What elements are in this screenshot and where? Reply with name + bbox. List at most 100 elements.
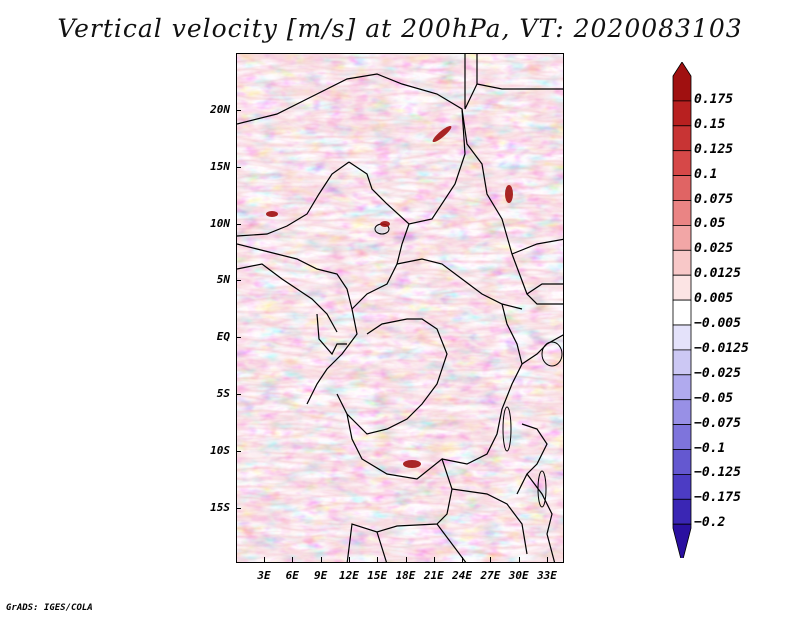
colorbar-label: 0.005 (694, 291, 734, 307)
colorbar-segment (672, 125, 692, 152)
core-guinea (266, 211, 278, 217)
boundary-north-2 (237, 161, 350, 237)
colorbar-segment (672, 100, 692, 127)
lon-label-33E: 33E (537, 569, 557, 582)
colorbar-label: −0.05 (694, 390, 734, 406)
lon-tick (518, 557, 520, 562)
colorbar-label: −0.0125 (694, 340, 749, 356)
colorbar-label: −0.025 (694, 365, 741, 381)
lon-tick (547, 557, 548, 562)
core-sudan (505, 185, 513, 203)
lon-label-6E: 6E (285, 569, 299, 582)
boundary-east-lakes (521, 334, 563, 365)
lon-label-3E: 3E (257, 569, 271, 582)
lat-tick (236, 450, 241, 452)
colorbar-segment (672, 299, 692, 326)
lon-label-30E: 30E (508, 569, 529, 582)
lon-label-9E: 9E (313, 569, 328, 582)
colorbar-label: 0.1 (694, 166, 718, 182)
lon-label-24E: 24E (452, 569, 473, 582)
lake-malawi (537, 470, 547, 508)
colorbar-segment (672, 150, 692, 176)
lake-victoria (541, 341, 563, 367)
colorbar-label: 0.0125 (694, 266, 741, 282)
colorbar-label: −0.1 (694, 440, 726, 456)
lat-label-10N: 10N (210, 216, 230, 230)
grads-credit: GrADS: IGES/COLA (6, 603, 93, 613)
boundary-libya-egypt (464, 54, 478, 110)
colorbar-label: −0.175 (694, 490, 741, 506)
lake-outlines (374, 223, 563, 508)
core-chad (380, 221, 390, 227)
boundary-tanzania (516, 423, 548, 495)
colorbar-label: 0.075 (694, 191, 734, 207)
lon-tick (490, 557, 492, 562)
velocity-streaks (237, 54, 563, 562)
boundary-ethiopia (511, 238, 563, 255)
colorbar-segment (672, 424, 692, 450)
lat-label-20N: 20N (210, 103, 230, 116)
colorbar-label: 0.125 (694, 141, 734, 157)
colorbar-segment (672, 399, 692, 426)
boundary-cameroon (351, 223, 410, 310)
boundary-drc-east (441, 303, 523, 465)
colorbar-segment (672, 200, 692, 226)
boundary-sudan (476, 83, 563, 90)
lon-label-27E: 27E (480, 569, 501, 582)
lat-label-5N: 5N (216, 273, 230, 287)
colorbar-segment (672, 249, 692, 276)
boundary-botswana (436, 523, 467, 562)
boundary-zambia (451, 488, 528, 555)
map-title: Vertical velocity [m/s] at 200hPa, VT: 2… (57, 14, 743, 43)
lat-tick (236, 166, 241, 168)
core-darfur (432, 125, 452, 143)
boundary-gabon (316, 313, 347, 356)
lon-tick (292, 557, 294, 562)
colorbar (672, 62, 692, 558)
lat-tick (236, 394, 241, 395)
lat-tick (236, 337, 241, 339)
lon-tick (264, 557, 265, 562)
lon-tick (377, 557, 379, 562)
colorbar-segment (672, 473, 692, 500)
lat-label-10S: 10S (210, 443, 230, 457)
lon-label-18E: 18E (395, 569, 416, 582)
lake-tanganyika (502, 406, 512, 452)
lon-tick (433, 557, 435, 562)
colorbar-segment (672, 324, 692, 351)
boundary-mozambique (526, 473, 556, 562)
boundary-west-coast (237, 263, 338, 333)
lat-label-15S: 15S (210, 500, 230, 514)
lon-tick (405, 557, 407, 562)
boundary-namibia (376, 531, 388, 562)
lat-label-15N: 15N (210, 159, 230, 173)
lat-label-5S: 5S (216, 387, 230, 400)
lon-tick (462, 557, 464, 562)
colorbar-label: 0.15 (694, 116, 726, 132)
lon-label-21E: 21E (423, 569, 444, 582)
colorbar-segment (672, 449, 692, 475)
map-canvas (237, 54, 563, 562)
boundary-north-1 (237, 73, 466, 225)
boundary-nigeria (237, 243, 358, 405)
lat-tick (236, 280, 241, 282)
colorbar-segment (672, 175, 692, 201)
colorbar-label: −0.005 (694, 316, 741, 331)
lon-tick (320, 557, 322, 562)
lon-label-15E: 15E (367, 569, 388, 582)
colorbar-segment (672, 62, 692, 102)
boundary-sudan-east (526, 283, 563, 295)
colorbar-segment (672, 523, 692, 558)
lat-label-EQ: EQ (216, 330, 230, 344)
lon-label-12E: 12E (338, 569, 359, 582)
country-boundaries (237, 54, 563, 562)
lat-tick (236, 223, 241, 225)
core-angola (403, 460, 421, 468)
colorbar-label: −0.125 (694, 465, 741, 481)
colorbar-label: −0.075 (694, 415, 741, 431)
colorbar-label: 0.175 (694, 91, 734, 107)
colorbar-label: 0.025 (694, 241, 734, 257)
boundary-congo (336, 318, 448, 435)
lat-tick (236, 110, 241, 111)
colorbar-segment (672, 224, 692, 251)
